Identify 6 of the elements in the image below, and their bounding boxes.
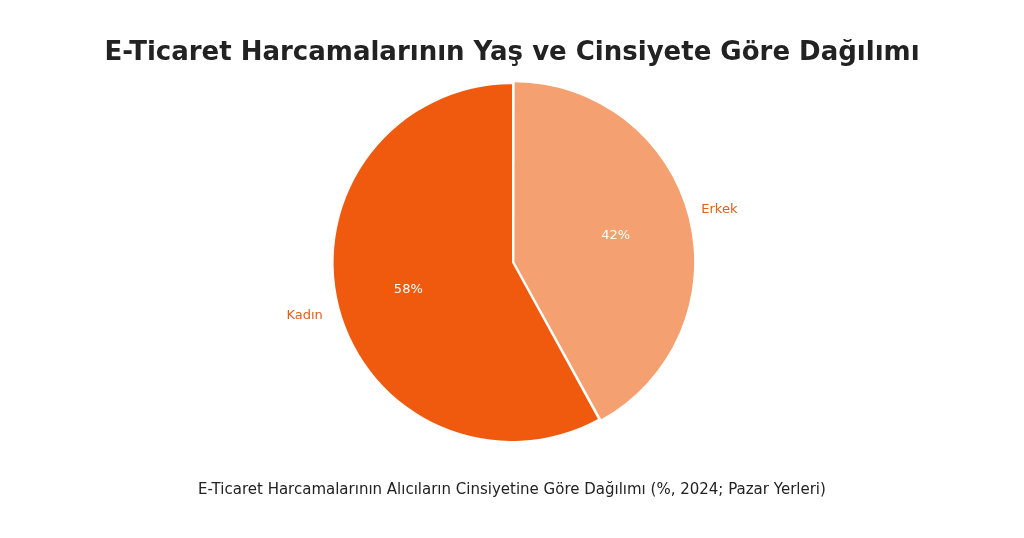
data-label: 58% xyxy=(393,280,423,296)
text: E-Ticaret Harcamalarının Alıcıların Cinsiyetine Göre Dağılımı (%, 2024; Pazar Yerleri) xyxy=(197,480,827,498)
slice-label: Kadın xyxy=(286,307,323,323)
chart-title: E-Ticaret Harcamalarının Yaş ve Cinsiyete Göre Dağılımı xyxy=(104,36,920,67)
slice-label: Erkek xyxy=(701,200,738,216)
data-label: 42% xyxy=(601,227,631,243)
